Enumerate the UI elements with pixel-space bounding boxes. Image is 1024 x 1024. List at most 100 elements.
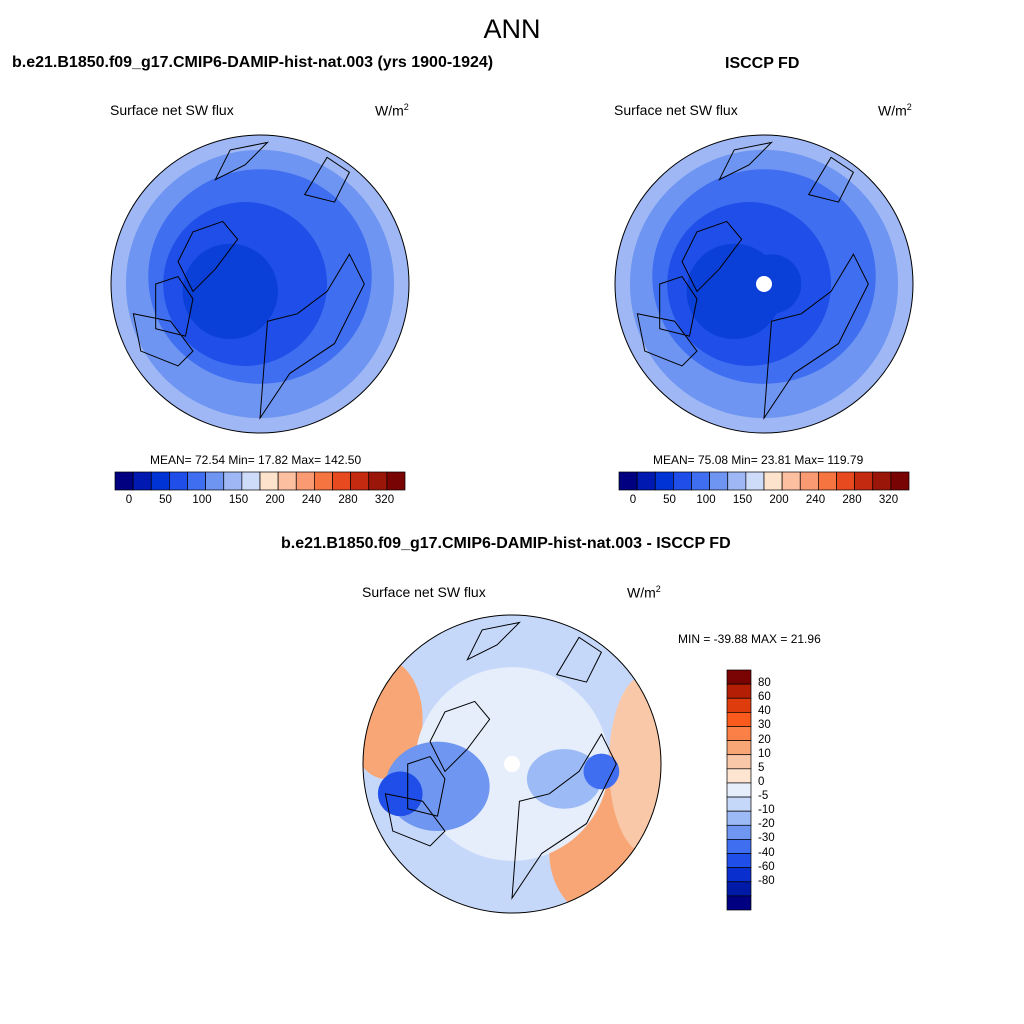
- colorbar-tick-label: 0: [125, 494, 133, 506]
- colorbar-swatch: [726, 782, 752, 798]
- colorbar-swatch: [726, 881, 752, 897]
- coastline-2: [132, 313, 194, 367]
- colorbar-swatch: [726, 824, 752, 840]
- panel2-stats: MEAN= 75.08 Min= 23.81 Max= 119.79: [653, 453, 864, 467]
- colorbar-swatch: [386, 471, 406, 491]
- colorbar-tick-label: 320: [878, 494, 899, 506]
- colorbar-swatch: [673, 471, 692, 491]
- panel3-stats: MIN = -39.88 MAX = 21.96: [678, 632, 821, 646]
- colorbar-tick-label: 5: [758, 761, 765, 774]
- pole-hole: [504, 756, 520, 772]
- coastline-3: [511, 733, 617, 900]
- colorbar-swatch: [691, 471, 710, 491]
- colorbar-tick-label: 280: [338, 494, 358, 506]
- colorbar-tick-label: 20: [758, 733, 771, 746]
- panel2-colorbar: [618, 471, 910, 491]
- colorbar-tick-label: 0: [629, 494, 637, 506]
- colorbar-swatch: [259, 471, 279, 491]
- colorbar-tick-label: 10: [758, 747, 771, 760]
- coastline-3: [259, 253, 365, 420]
- colorbar-tick-label: 200: [265, 494, 285, 506]
- panel1-units-label: W/m2: [375, 102, 409, 119]
- colorbar-swatch: [726, 726, 752, 741]
- colorbar-swatch: [618, 471, 638, 491]
- colorbar-tick-label: 320: [374, 494, 395, 506]
- colorbar-tick-label: 80: [758, 677, 771, 690]
- colorbar-swatch: [745, 471, 765, 491]
- panel3-variable-label: Surface net SW flux: [362, 584, 486, 600]
- coastline-4: [214, 141, 269, 181]
- colorbar-tick-label: -20: [758, 818, 775, 831]
- colorbar-tick-label: 50: [159, 494, 172, 506]
- coastline-5: [807, 156, 855, 203]
- coastline-0: [681, 220, 743, 293]
- colorbar-swatch: [872, 471, 892, 491]
- colorbar-swatch: [332, 471, 351, 491]
- colorbar-tick-label: 200: [769, 494, 789, 506]
- coastline-0: [429, 700, 491, 773]
- colorbar-swatch: [854, 471, 874, 491]
- coastline-2: [384, 793, 446, 847]
- colorbar-tick-label: -40: [758, 846, 775, 859]
- colorbar-swatch: [818, 471, 837, 491]
- panel3-units-label: W/m2: [627, 584, 661, 601]
- panel2-title: ISCCP FD: [725, 55, 800, 72]
- colorbar-swatch: [350, 471, 370, 491]
- colorbar-swatch: [836, 471, 855, 491]
- colorbar-tick-label: -60: [758, 860, 775, 873]
- field-region-3: [182, 243, 278, 340]
- colorbar-swatch: [763, 471, 783, 491]
- colorbar-swatch: [223, 471, 243, 491]
- colorbar-swatch: [799, 471, 819, 491]
- colorbar-swatch: [150, 471, 170, 491]
- coastline-5: [303, 156, 351, 203]
- coastline-1: [155, 275, 194, 337]
- panel1-stats: MEAN= 72.54 Min= 17.82 Max= 142.50: [150, 453, 362, 467]
- colorbar-swatch: [709, 471, 729, 491]
- coastline-5: [555, 636, 603, 683]
- panel1-title: b.e21.B1850.f09_g17.CMIP6-DAMIP-hist-nat…: [12, 54, 494, 71]
- colorbar-tick-label: 0: [758, 775, 765, 788]
- coastline-1: [659, 275, 698, 337]
- panel3-colorbar-labels: 80 60 40 30 20 10 5 0 -5 -10 -20 -30 -40 -60 -80: [758, 670, 798, 910]
- panel2-polar-map: [614, 134, 914, 434]
- colorbar-tick-label: 100: [192, 494, 212, 506]
- colorbar-tick-label: 240: [805, 494, 826, 506]
- colorbar-swatch: [169, 471, 188, 491]
- colorbar-swatch: [726, 810, 752, 826]
- colorbar-tick-label: 150: [228, 494, 249, 506]
- colorbar-tick-label: -30: [758, 832, 775, 845]
- colorbar-swatch: [726, 796, 752, 812]
- panel1-colorbar: [114, 471, 406, 491]
- coastline-4: [466, 621, 521, 661]
- colorbar-swatch: [726, 839, 752, 854]
- colorbar-tick-label: 240: [301, 494, 322, 506]
- colorbar-swatch: [368, 471, 388, 491]
- panel2-variable-label: Surface net SW flux: [614, 102, 738, 118]
- map-border: [362, 614, 662, 914]
- colorbar-swatch: [636, 471, 656, 491]
- colorbar-tick-label: 30: [758, 719, 771, 732]
- colorbar-swatch: [726, 697, 752, 713]
- colorbar-tick-label: -80: [758, 874, 775, 887]
- colorbar-swatch: [726, 669, 752, 685]
- colorbar-swatch: [726, 853, 752, 868]
- colorbar-swatch: [726, 895, 752, 911]
- colorbar-tick-label: 40: [758, 705, 771, 718]
- coastline-2: [636, 313, 698, 367]
- colorbar-swatch: [114, 471, 134, 491]
- colorbar-swatch: [205, 471, 225, 491]
- colorbar-swatch: [295, 471, 315, 491]
- colorbar-tick-label: 50: [663, 494, 676, 506]
- colorbar-swatch: [187, 471, 206, 491]
- colorbar-swatch: [726, 867, 752, 883]
- panel3-title: b.e21.B1850.f09_g17.CMIP6-DAMIP-hist-nat…: [281, 535, 731, 552]
- field-region-2: [608, 674, 661, 854]
- colorbar-swatch: [890, 471, 910, 491]
- colorbar-swatch: [727, 471, 747, 491]
- colorbar-swatch: [726, 740, 752, 756]
- coastline-1: [407, 755, 446, 817]
- coastline-0: [177, 220, 239, 293]
- colorbar-tick-label: 100: [696, 494, 716, 506]
- map-border: [614, 134, 914, 434]
